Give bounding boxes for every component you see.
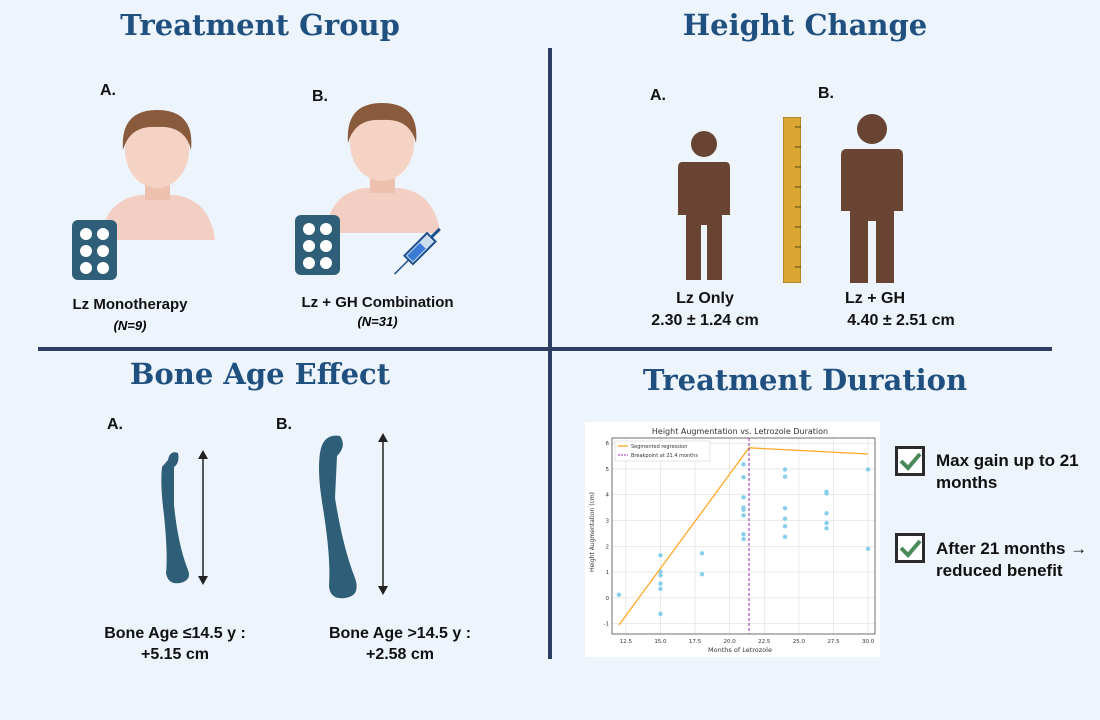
data-point — [741, 462, 746, 467]
data-point — [658, 586, 663, 592]
data-point — [782, 516, 788, 521]
data-point — [699, 571, 705, 577]
data-point — [658, 581, 663, 586]
data-point — [782, 467, 788, 472]
data-point — [865, 546, 871, 552]
pill-pack-icon — [72, 220, 117, 280]
caption-bone-b: Bone Age >14.5 y : — [328, 625, 472, 642]
duration-title: Treatment Duration — [642, 363, 968, 397]
scatter-chart: Height Augmentation vs. Letrozole Durati… — [589, 427, 876, 654]
person-short-icon — [678, 131, 730, 280]
caption-lz-only: Lz Only — [676, 290, 734, 307]
x-tick-label: 30.0 — [862, 639, 875, 645]
femur-short-icon — [161, 450, 208, 585]
label-b: B. — [312, 88, 328, 105]
data-point — [658, 573, 663, 578]
data-point — [658, 611, 663, 617]
data-point — [741, 513, 746, 518]
x-tick-label: 27.5 — [827, 639, 840, 645]
n-a: (N=9) — [113, 318, 147, 333]
data-point — [782, 505, 788, 511]
y-axis-label: Height Augmentation (cm) — [589, 492, 596, 572]
x-tick-label: 15.0 — [654, 639, 667, 645]
y-tick-label: 3 — [606, 519, 610, 525]
data-point — [741, 507, 746, 512]
bone-title: Bone Age Effect — [129, 357, 391, 391]
y-tick-label: 6 — [606, 441, 610, 447]
value-bone-b: +2.58 cm — [365, 646, 435, 663]
data-point — [782, 534, 788, 539]
person-tall-icon — [841, 114, 903, 283]
regression-line — [618, 447, 869, 626]
data-point — [782, 474, 788, 479]
label-a: A. — [107, 416, 123, 433]
x-tick-label: 12.5 — [620, 639, 633, 645]
child-a-icon — [100, 110, 215, 240]
data-point — [782, 524, 788, 529]
data-point — [741, 475, 746, 480]
ruler-icon — [783, 117, 801, 283]
label-b: B. — [818, 85, 834, 102]
data-point — [824, 491, 829, 496]
legend-label: Segmented regression — [631, 444, 687, 450]
y-tick-label: -1 — [604, 622, 609, 628]
y-tick-label: 0 — [606, 596, 610, 602]
legend-box — [614, 440, 711, 462]
note-max-gain: Max gain up to 21 months — [936, 451, 1079, 492]
x-tick-label: 22.5 — [758, 639, 771, 645]
value-lz-only: 2.30 ± 1.24 cm — [651, 312, 759, 329]
chart-title: Height Augmentation vs. Letrozole Durati… — [652, 427, 828, 436]
x-tick-label: 20.0 — [724, 639, 737, 645]
chart-panel: Height Augmentation vs. Letrozole Durati… — [585, 422, 880, 657]
label-a: A. — [650, 87, 666, 104]
caption-a: Lz Monotherapy — [72, 296, 188, 313]
child-b-icon — [325, 103, 440, 233]
pill-pack-icon — [295, 215, 340, 275]
checkbox-icon — [895, 446, 925, 476]
caption-bone-a: Bone Age ≤14.5 y : — [104, 625, 246, 642]
note-reduced-benefit: After 21 months → reduced benefit — [936, 539, 1088, 580]
caption-b: Lz + GH Combination — [301, 294, 454, 311]
caption-lz-gh: Lz + GH — [844, 290, 905, 307]
vertical-divider — [548, 48, 552, 659]
data-point — [824, 520, 829, 526]
plot-frame — [611, 437, 876, 635]
data-point — [741, 495, 746, 500]
data-point — [824, 526, 829, 531]
data-point — [824, 511, 829, 516]
syringe-icon — [394, 227, 441, 275]
label-a: A. — [100, 82, 116, 99]
femur-long-icon — [319, 433, 388, 599]
data-point — [699, 551, 705, 556]
data-point — [616, 592, 622, 597]
y-tick-label: 2 — [606, 544, 610, 550]
treatment-title: Treatment Group — [120, 8, 400, 42]
legend-label: Breakpoint at 21.4 months — [631, 453, 698, 459]
horizontal-divider — [38, 347, 1052, 351]
data-point — [741, 536, 746, 542]
data-point — [658, 553, 663, 558]
label-b: B. — [276, 416, 292, 433]
height-title: Height Change — [682, 8, 928, 42]
y-tick-label: 4 — [606, 493, 610, 499]
checkbox-icon — [895, 533, 925, 563]
data-point — [741, 531, 746, 537]
value-lz-gh: 4.40 ± 2.51 cm — [847, 312, 955, 329]
value-bone-a: +5.15 cm — [140, 646, 210, 663]
n-b: (N=31) — [357, 314, 398, 329]
data-point — [865, 467, 871, 472]
x-axis-label: Months of Letrozole — [708, 646, 772, 654]
x-tick-label: 25.0 — [793, 639, 806, 645]
x-tick-label: 17.5 — [689, 639, 702, 645]
y-tick-label: 5 — [606, 467, 610, 473]
y-tick-label: 1 — [606, 570, 610, 576]
